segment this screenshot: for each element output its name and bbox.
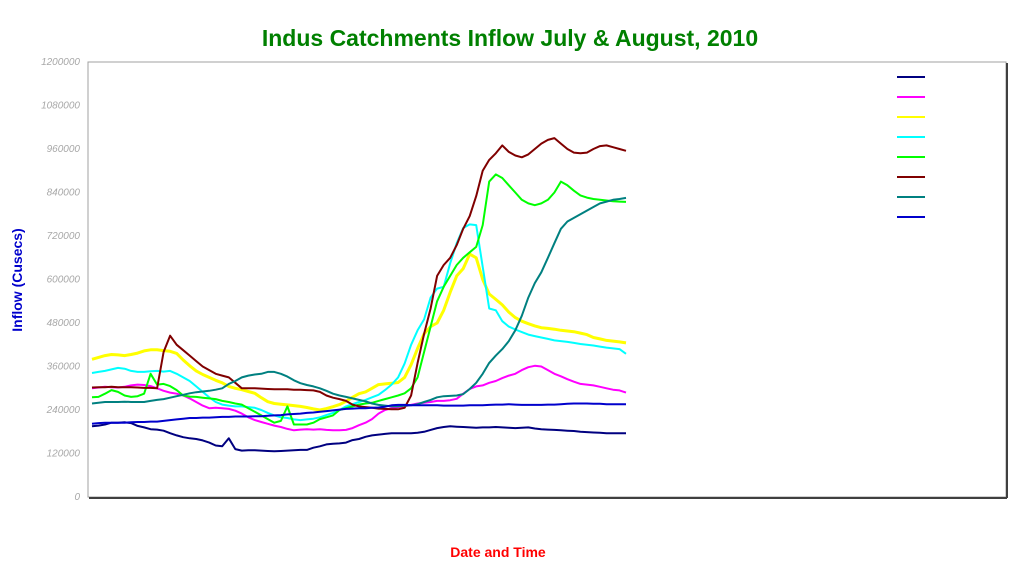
series-line-4	[91, 223, 627, 422]
series-line-6	[91, 137, 627, 411]
y-tick-label: 240000	[46, 405, 81, 416]
y-tick-label: 600000	[47, 275, 81, 286]
chart-title: Indus Catchments Inflow July & August, 2…	[262, 25, 758, 51]
series-line-3	[91, 252, 627, 412]
y-tick-label: 960000	[47, 144, 81, 155]
y-tick-label: 0	[74, 492, 80, 503]
series-line-1	[91, 421, 626, 453]
y-tick-label: 840000	[47, 188, 81, 199]
plot-area	[87, 61, 1007, 498]
y-tick-label: 1080000	[41, 101, 80, 112]
legend	[897, 76, 925, 218]
series-lines	[91, 137, 627, 453]
x-axis-label: Date and Time	[450, 544, 546, 560]
y-tick-label: 360000	[47, 362, 81, 373]
y-axis-ticks: 0 120000 240000 360000 480000 600000 720000 840…	[41, 57, 80, 503]
y-tick-label: 720000	[47, 231, 81, 242]
y-axis-label: Inflow (Cusecs)	[9, 228, 25, 331]
series-line-5	[91, 173, 627, 426]
y-tick-label: 480000	[47, 318, 81, 329]
series-line-7	[91, 196, 627, 408]
series-line-8	[91, 402, 626, 425]
y-tick-label: 120000	[47, 449, 81, 460]
y-tick-label: 1200000	[41, 57, 80, 68]
